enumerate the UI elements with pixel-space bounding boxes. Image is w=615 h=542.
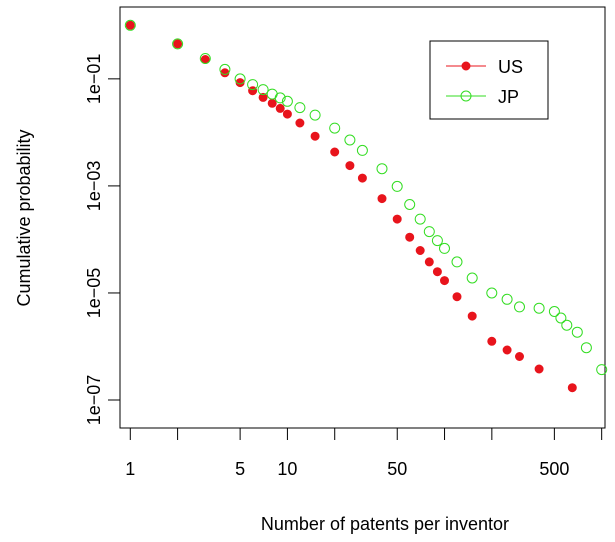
data-point-jp (234, 73, 246, 85)
data-point-us (173, 39, 183, 49)
legend-jp-label: JP (498, 87, 519, 107)
data-point-jp (294, 102, 306, 114)
data-point-us (357, 173, 367, 183)
data-point-jp (274, 92, 286, 104)
data-point-us (534, 364, 544, 374)
data-point-jp (172, 38, 184, 50)
data-point-jp (247, 79, 259, 91)
y-axis: 1e−07 1e−05 1e−03 1e−01 (84, 54, 121, 426)
data-point-us (424, 257, 434, 267)
data-point-us (405, 232, 415, 242)
data-point-jp (596, 364, 608, 376)
data-point-us (487, 336, 497, 346)
data-point-us (377, 194, 387, 204)
data-point-jp (431, 235, 443, 247)
data-point-us (467, 311, 477, 321)
data-point-us (282, 109, 292, 119)
y-tick-label: 1e−07 (84, 375, 104, 426)
y-axis-label: Cumulative probability (14, 129, 34, 306)
data-point-jp (281, 95, 293, 107)
data-point-us (295, 118, 305, 128)
legend: US JP (429, 40, 549, 120)
data-point-us (220, 68, 230, 78)
y-tick-label: 1e−05 (84, 268, 104, 319)
y-tick-label: 1e−03 (84, 161, 104, 212)
series-jp (124, 19, 608, 376)
data-point-jp (124, 19, 136, 31)
x-tick-label: 50 (387, 459, 407, 479)
data-point-jp (391, 180, 403, 192)
data-point-us (345, 161, 355, 171)
legend-jp-marker (460, 90, 472, 102)
data-point-jp (561, 319, 573, 331)
data-point-jp (501, 293, 513, 305)
data-point-us (125, 20, 135, 30)
data-point-jp (329, 122, 341, 134)
data-point-jp (199, 53, 211, 64)
data-point-us (248, 86, 258, 96)
x-axis-label: Number of patents per inventor (261, 514, 509, 534)
data-point-jp (486, 287, 498, 299)
data-point-jp (257, 84, 269, 96)
data-point-jp (451, 256, 463, 268)
y-tick-label: 1e−01 (84, 54, 104, 105)
data-point-jp (404, 199, 416, 210)
data-point-us (502, 345, 512, 355)
data-point-jp (548, 306, 560, 317)
data-point-us (432, 267, 442, 277)
data-point-jp (571, 326, 583, 338)
data-point-us (452, 292, 462, 302)
data-point-jp (376, 163, 388, 175)
data-point-us (330, 147, 340, 157)
series-us (125, 20, 577, 393)
data-point-us (267, 98, 277, 108)
x-tick-label: 10 (277, 459, 297, 479)
data-point-jp (555, 312, 567, 324)
data-point-us (567, 383, 577, 393)
legend-box (429, 40, 549, 120)
data-point-jp (309, 109, 321, 121)
x-tick-label: 5 (235, 459, 245, 479)
data-point-us (515, 352, 524, 361)
data-point-jp (514, 301, 525, 313)
data-point-jp (356, 144, 368, 156)
data-point-us (392, 214, 402, 224)
data-point-jp (219, 63, 231, 75)
data-point-us (275, 103, 285, 113)
data-point-jp (423, 226, 435, 238)
x-tick-label: 500 (539, 459, 569, 479)
series-layer (124, 19, 608, 393)
data-point-jp (439, 242, 450, 254)
data-point-jp (580, 342, 592, 354)
x-axis: 1 5 10 50 500 (125, 427, 603, 479)
data-point-us (310, 131, 320, 141)
legend-us-marker (461, 61, 471, 71)
data-point-us (440, 276, 449, 286)
data-point-jp (533, 302, 545, 314)
legend-us-label: US (498, 57, 523, 77)
x-tick-label: 1 (125, 459, 135, 479)
data-point-jp (414, 213, 426, 225)
data-point-us (258, 92, 268, 102)
data-point-jp (344, 134, 356, 146)
data-point-jp (466, 272, 478, 284)
data-point-us (415, 246, 425, 255)
